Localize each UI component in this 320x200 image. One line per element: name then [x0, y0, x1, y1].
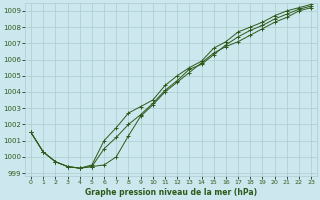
- X-axis label: Graphe pression niveau de la mer (hPa): Graphe pression niveau de la mer (hPa): [85, 188, 257, 197]
